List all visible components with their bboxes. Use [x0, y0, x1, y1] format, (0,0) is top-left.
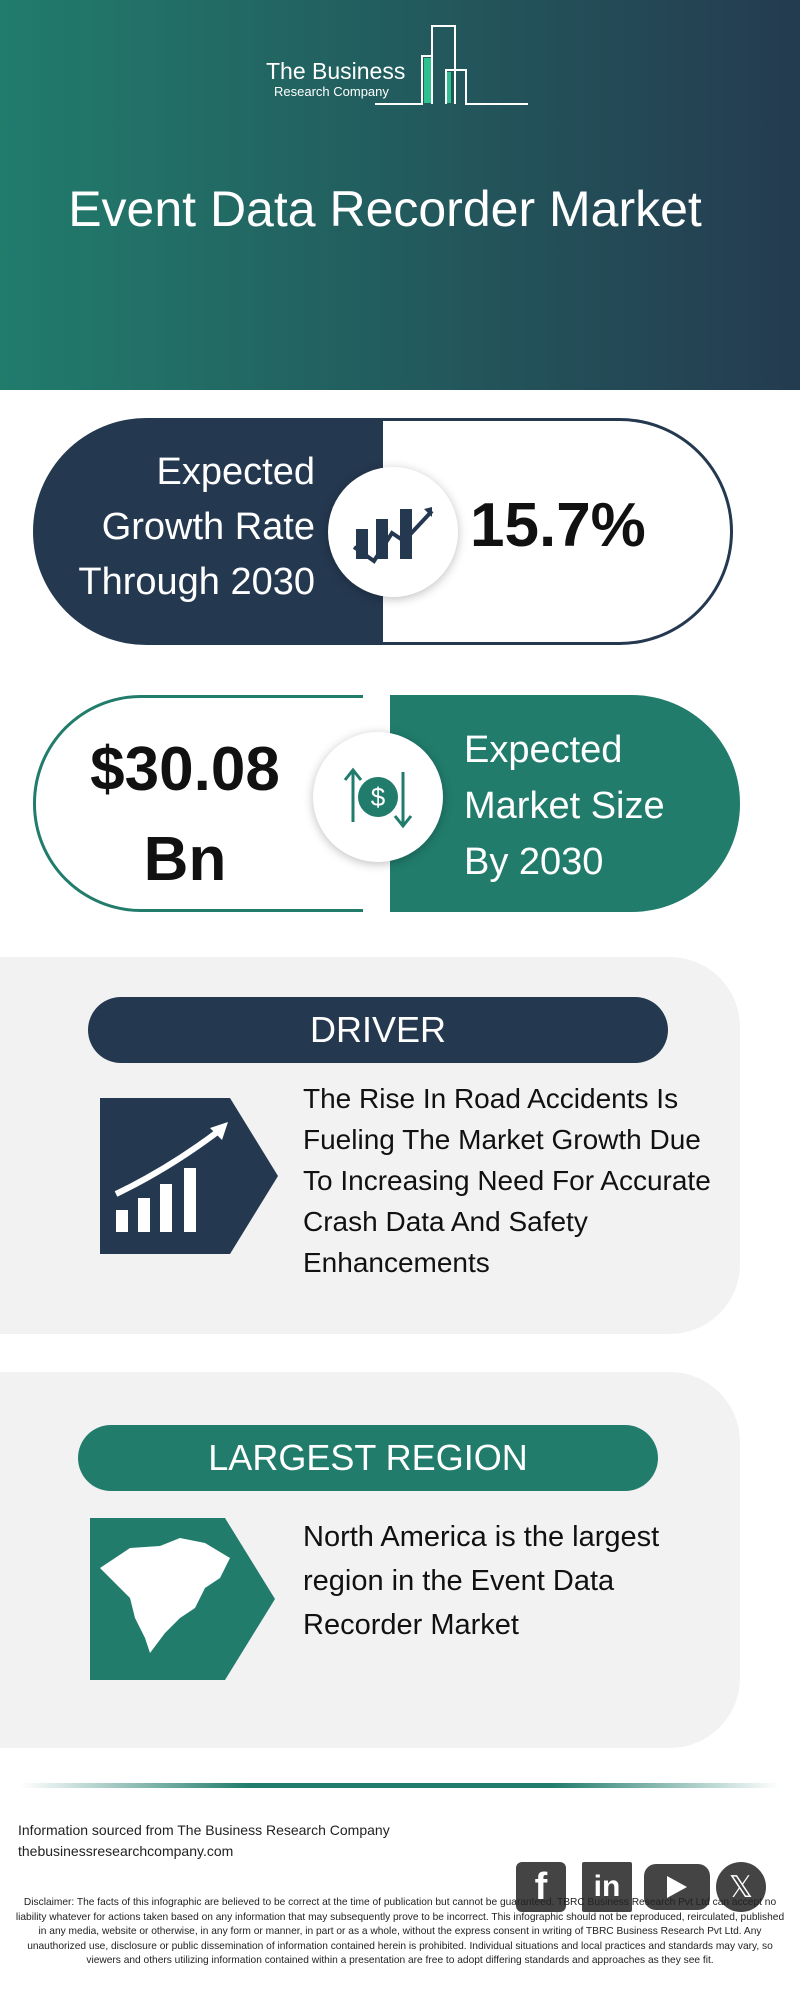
svg-text:$: $ [371, 782, 386, 812]
header-banner: The Business Research Company Event Data… [0, 0, 800, 390]
logo-line2: Research Company [274, 84, 389, 99]
logo-line1: The Business [266, 58, 406, 84]
divider [20, 1783, 780, 1788]
driver-text: The Rise In Road Accidents Is Fueling Th… [303, 1083, 711, 1278]
disclaimer: Disclaimer: The facts of this infographi… [15, 1897, 785, 1966]
youtube-icon[interactable] [644, 1864, 710, 1910]
company-logo: The Business Research Company [260, 22, 540, 112]
size-card-right [390, 695, 740, 912]
linkedin-icon[interactable]: in [582, 1862, 632, 1912]
growth-card-left [33, 418, 383, 645]
growth-card-right [383, 418, 733, 645]
growth-label: Expected Growth Rate Through 2030 [78, 451, 315, 603]
growth-rate-value: 15.7% [470, 491, 646, 560]
dollar-exchange-icon: $ [313, 732, 443, 862]
website-link[interactable]: thebusinessresearchcompany.com [18, 1843, 234, 1859]
page-title: Event Data Recorder Market [68, 181, 702, 237]
driver-heading: DRIVER [88, 997, 668, 1063]
rising-bars-icon [100, 1098, 278, 1254]
source-text: Information sourced from The Business Re… [18, 1822, 390, 1838]
growth-chart-icon [328, 467, 458, 597]
market-size-value: $30.08 Bn [90, 735, 280, 894]
north-america-map-icon [90, 1518, 275, 1680]
x-icon[interactable]: 𝕏 [716, 1862, 766, 1912]
footer-source: Information sourced from The Business Re… [18, 1820, 390, 1862]
building-logo-icon [375, 25, 528, 105]
region-text: North America is the largest region in t… [303, 1521, 660, 1641]
market-size-label: Expected Market Size By 2030 [464, 729, 665, 883]
size-card-left [33, 695, 363, 912]
region-heading: LARGEST REGION [78, 1425, 658, 1491]
facebook-icon[interactable]: f [516, 1862, 566, 1912]
